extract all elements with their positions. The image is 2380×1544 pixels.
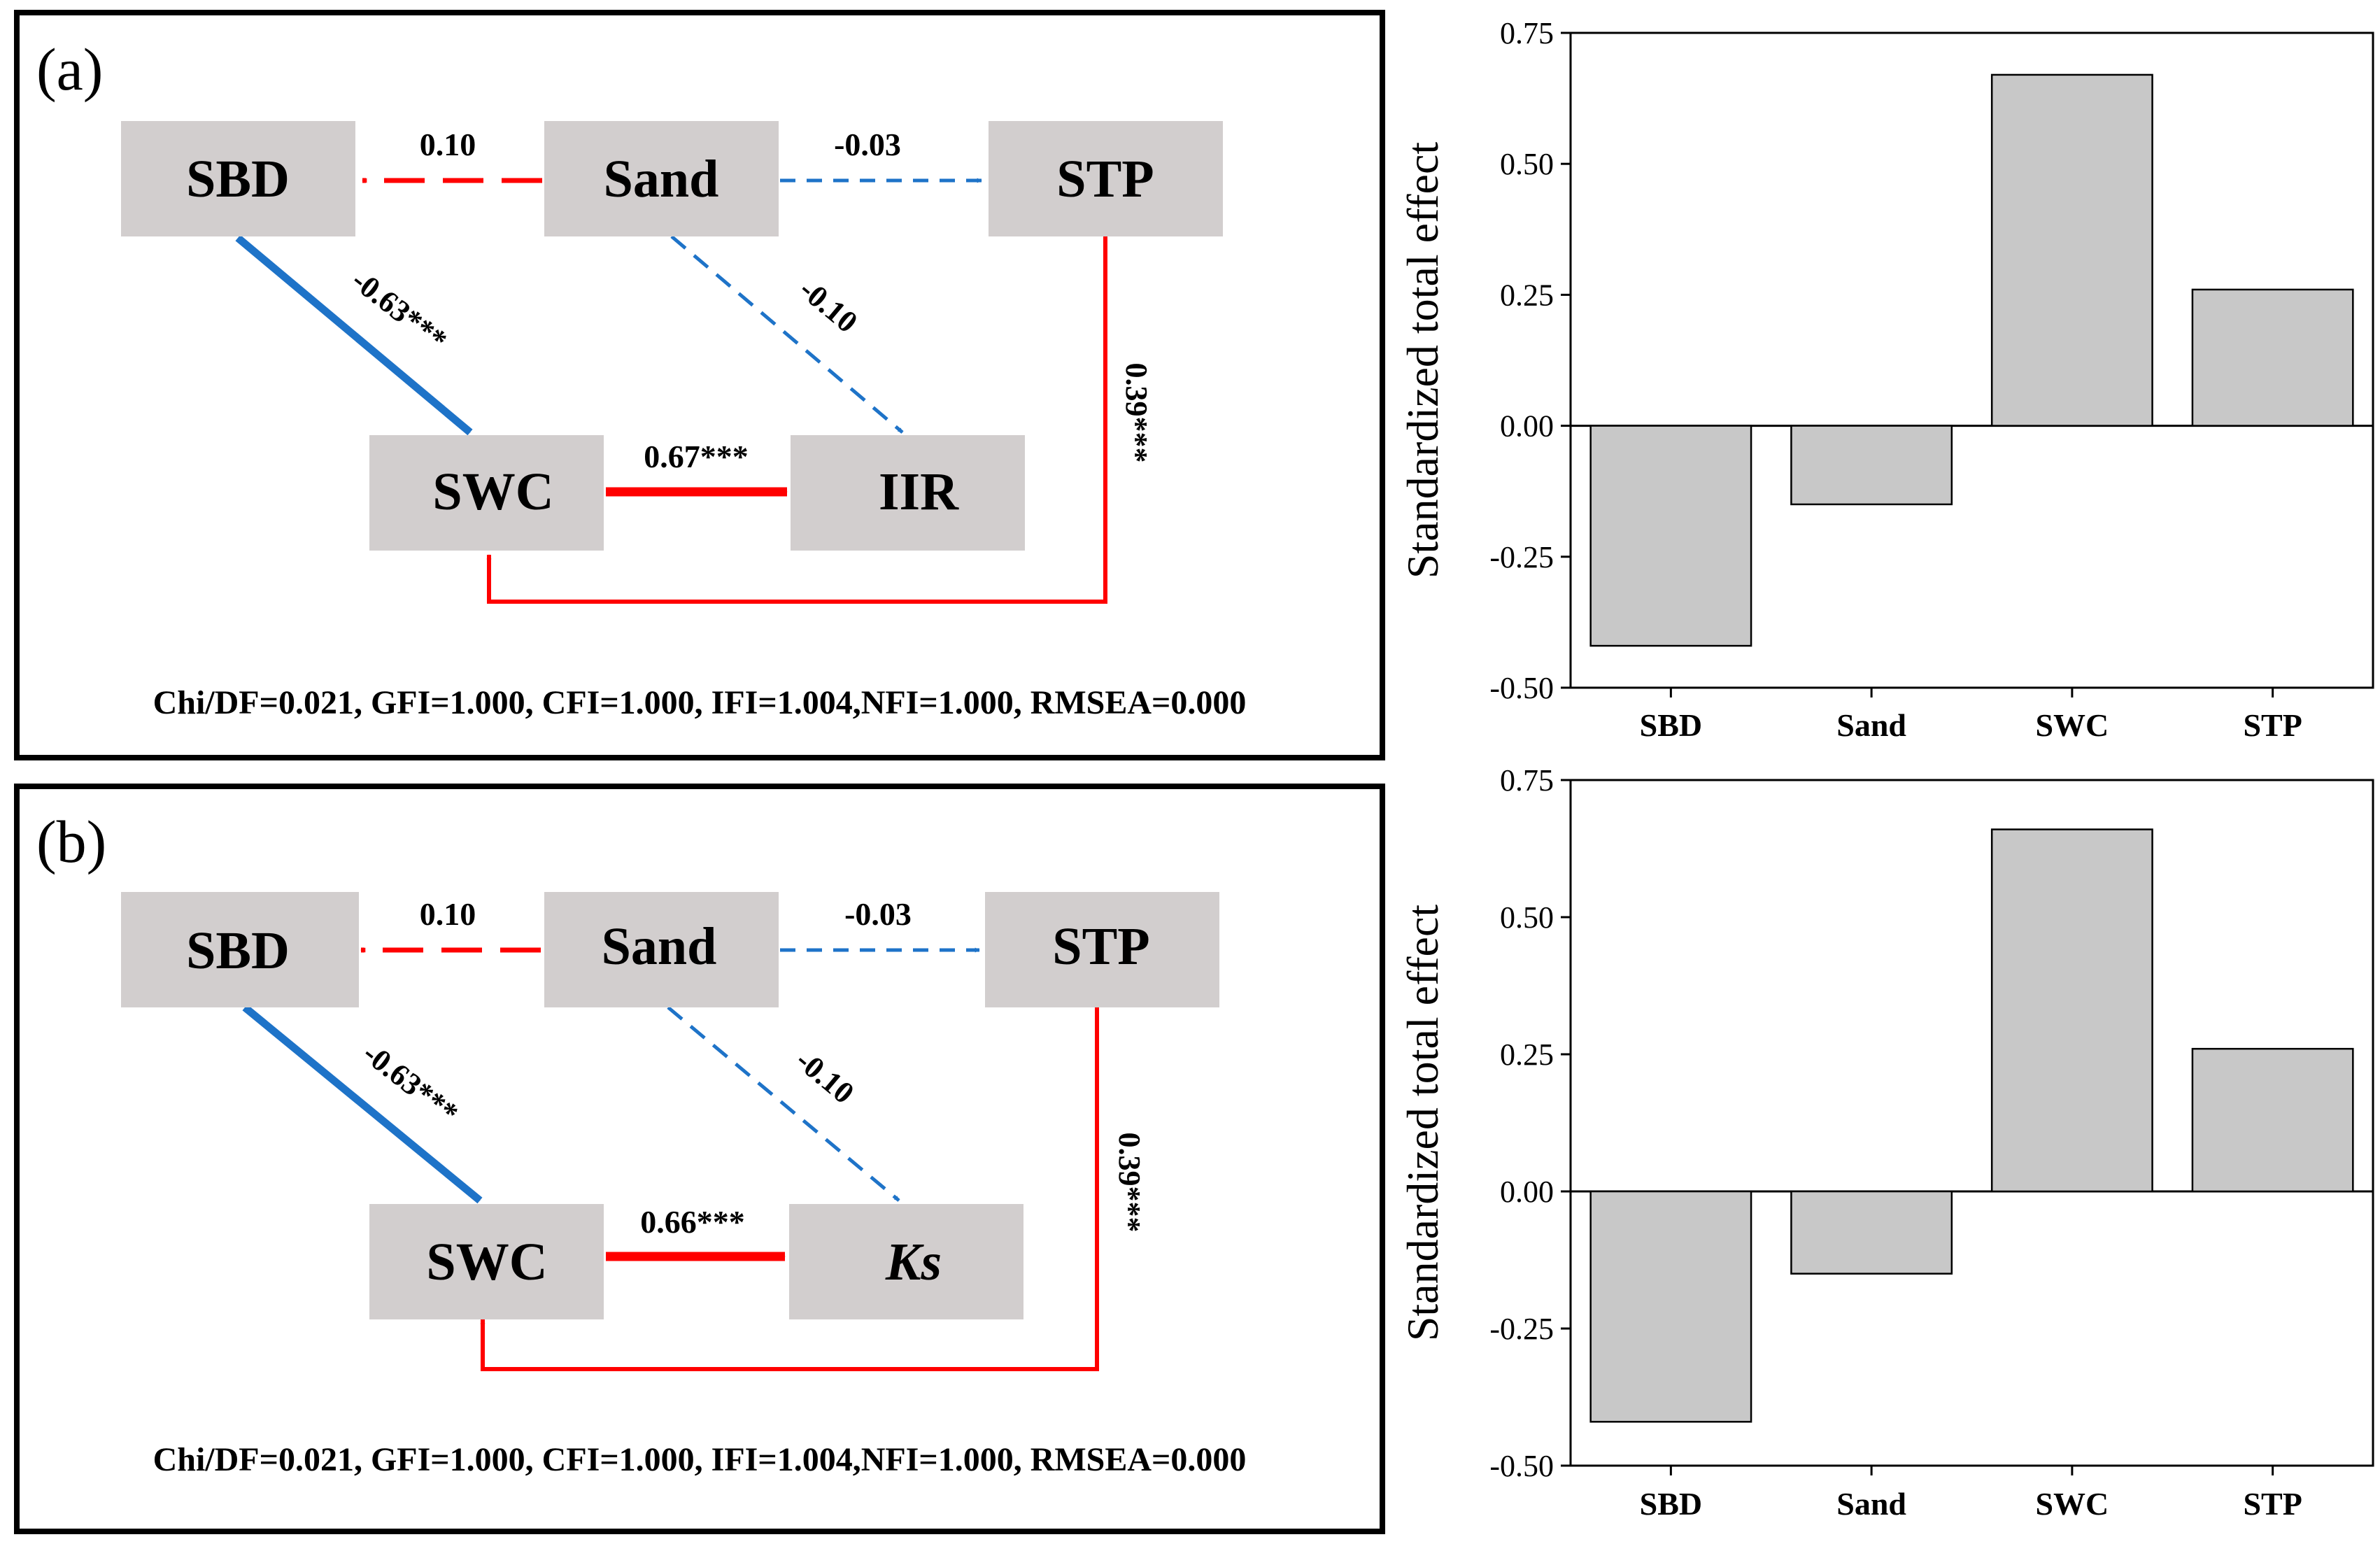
node-sbd: SBD: [121, 121, 355, 236]
node-sbd-label: SBD: [186, 150, 290, 208]
bar-chart-a: 0.75 0.50 0.25 0.00 -0.25 -0.50 SBD Sand SWC STP S…: [1398, 16, 2374, 743]
node-swc: SWC: [369, 1204, 604, 1319]
y-tick-label: 0.00: [1500, 409, 1554, 444]
x-tick-label: Sand: [1836, 1486, 1906, 1522]
bar-sbd: [1589, 425, 1752, 647]
x-tick-label: SWC: [2035, 1486, 2109, 1522]
node-swc-label: SWC: [432, 462, 553, 521]
path-sand-target: [667, 1006, 900, 1202]
y-axis-title: Standardized total effect: [1398, 905, 1447, 1342]
coef-stp-swc: 0.39***: [1112, 1133, 1147, 1233]
node-target-label: IIR: [879, 462, 959, 521]
y-tick-label: 0.25: [1500, 1037, 1554, 1072]
bar-stp: [2191, 288, 2354, 427]
sem-panel-b: (b) SBD Sand STP SWC Ks 0.10: [14, 784, 1385, 1534]
y-tick-label: -0.25: [1489, 1312, 1554, 1346]
path-sbd-swc: [242, 1004, 483, 1204]
plot-frame: [1569, 31, 2374, 689]
coef-sand-target: -0.10: [793, 272, 864, 339]
y-tick-label: 0.25: [1500, 278, 1554, 312]
node-sand: Sand: [544, 892, 779, 1007]
node-swc-label: SWC: [426, 1233, 547, 1291]
y-tick-label: 0.75: [1500, 763, 1554, 798]
panel-b-label: (b): [36, 808, 106, 875]
path-sbd-swc: [235, 234, 473, 436]
node-target: IIR: [791, 435, 1025, 551]
coef-stp-swc: 0.39***: [1119, 363, 1154, 463]
plot-frame: [1569, 779, 2374, 1467]
bar-sand: [1790, 425, 1953, 506]
y-tick-label: -0.25: [1489, 540, 1554, 574]
fit-indices: Chi/DF=0.021, GFI=1.000, CFI=1.000, IFI=…: [153, 684, 1247, 721]
bar-sand: [1790, 1190, 1953, 1275]
coef-sand-sbd: 0.10: [420, 896, 476, 932]
y-tick-label: 0.75: [1500, 16, 1554, 50]
y-tick-label: 0.50: [1500, 147, 1554, 181]
node-sand: Sand: [544, 121, 779, 236]
x-tick-label: STP: [2243, 707, 2302, 743]
node-sand-label: Sand: [604, 150, 719, 208]
path-stp-swc: [486, 236, 1107, 604]
coef-swc-target: 0.66***: [640, 1204, 745, 1240]
bar-sbd: [1589, 1190, 1752, 1423]
node-target: Ks: [789, 1204, 1023, 1319]
node-target-label: Ks: [885, 1233, 942, 1291]
x-tick-label: SWC: [2035, 707, 2109, 743]
path-stp-swc: [480, 1007, 1099, 1371]
panel-a-label: (a): [36, 36, 103, 103]
node-stp: STP: [985, 892, 1219, 1007]
path-sand-target: [670, 235, 904, 434]
node-stp-label: STP: [1056, 150, 1154, 208]
coef-sand-stp: -0.03: [844, 896, 912, 932]
x-tick-label: Sand: [1836, 707, 1906, 743]
bar-swc: [1990, 73, 2153, 427]
node-sbd-label: SBD: [186, 921, 290, 980]
x-tick-label: SBD: [1640, 1486, 1702, 1522]
y-tick-label: 0.00: [1500, 1175, 1554, 1209]
node-sand-label: Sand: [602, 917, 717, 976]
x-tick-label: STP: [2243, 1486, 2302, 1522]
bar-stp: [2191, 1047, 2354, 1193]
panel-a-frame: [14, 10, 1385, 760]
y-tick-label: -0.50: [1489, 1449, 1554, 1483]
y-axis-title: Standardized total effect: [1398, 142, 1447, 579]
sem-panel-a: (a) SBD Sand STP SWC IIR 0.10: [14, 10, 1385, 760]
node-sbd: SBD: [121, 892, 359, 1007]
y-tick-label: -0.50: [1489, 671, 1554, 705]
coef-swc-target: 0.67***: [644, 439, 749, 474]
fit-indices: Chi/DF=0.021, GFI=1.000, CFI=1.000, IFI=…: [153, 1441, 1247, 1478]
node-stp-label: STP: [1052, 917, 1149, 976]
coef-sand-target: -0.10: [789, 1043, 860, 1110]
bar-swc: [1990, 828, 2153, 1193]
x-tick-label: SBD: [1640, 707, 1702, 743]
coef-sand-stp: -0.03: [834, 127, 901, 162]
coef-sand-sbd: 0.10: [420, 127, 476, 162]
y-tick-label: 0.50: [1500, 900, 1554, 935]
bar-chart-b: 0.75 0.50 0.25 0.00 -0.25 -0.50 SBD Sand SWC STP S…: [1398, 763, 2374, 1522]
panel-b-frame: [14, 784, 1385, 1534]
node-swc: SWC: [369, 435, 604, 551]
node-stp: STP: [989, 121, 1223, 236]
